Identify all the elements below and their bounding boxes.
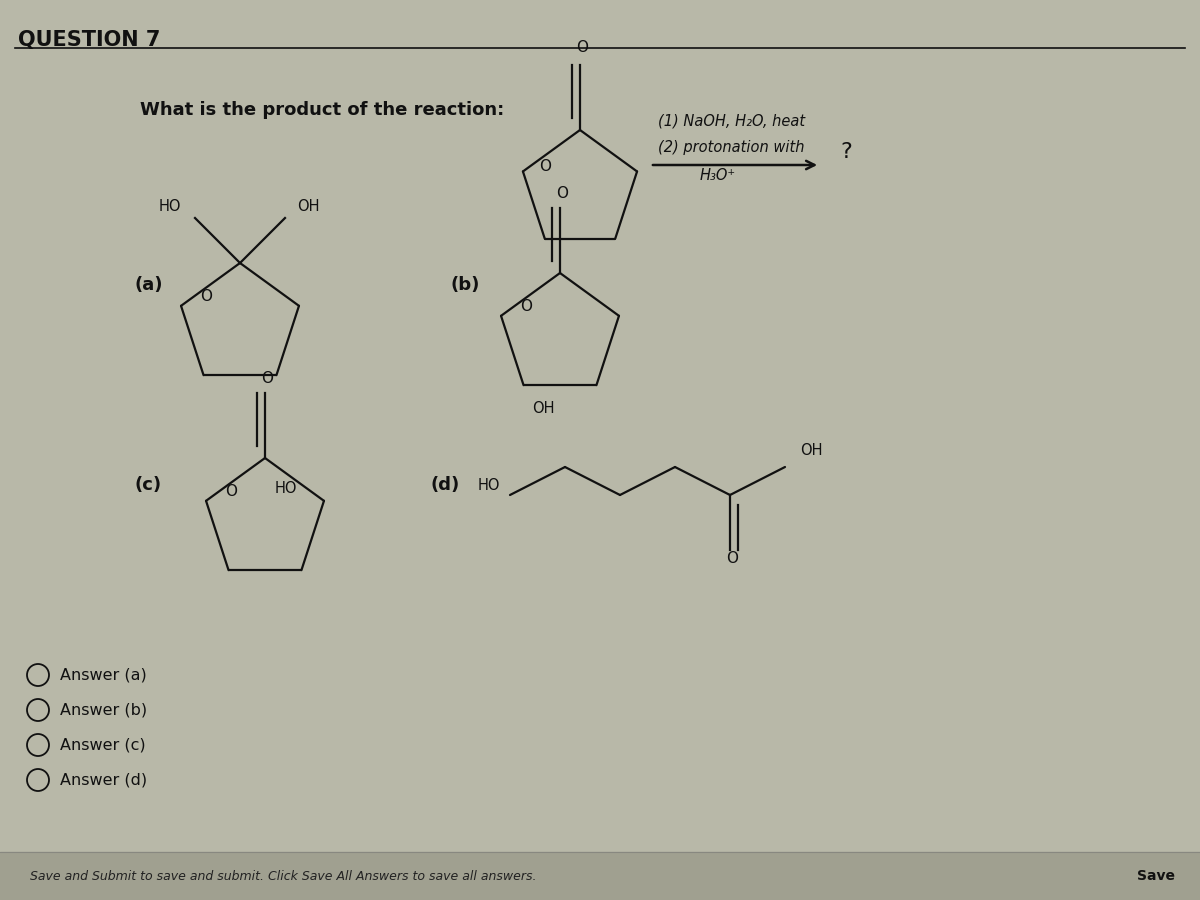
Text: HO: HO <box>275 481 298 496</box>
Text: O: O <box>539 159 551 174</box>
Text: (1) NaOH, H₂O, heat: (1) NaOH, H₂O, heat <box>658 113 805 128</box>
Text: Answer (b): Answer (b) <box>60 703 148 717</box>
Text: OH: OH <box>800 443 822 458</box>
Text: H₃O⁺: H₃O⁺ <box>700 168 736 183</box>
Text: QUESTION 7: QUESTION 7 <box>18 30 161 50</box>
Text: O: O <box>226 484 238 499</box>
Text: O: O <box>726 551 738 566</box>
Text: O: O <box>556 186 568 201</box>
Text: Answer (d): Answer (d) <box>60 772 148 788</box>
Text: HO: HO <box>478 478 500 493</box>
Text: O: O <box>520 299 532 314</box>
Text: Save and Submit to save and submit. Click Save All Answers to save all answers.: Save and Submit to save and submit. Clic… <box>30 869 536 883</box>
Text: OH: OH <box>296 199 319 214</box>
Text: ?: ? <box>840 142 852 162</box>
Text: Save: Save <box>1138 869 1175 883</box>
Text: O: O <box>576 40 588 55</box>
Text: OH: OH <box>533 401 554 416</box>
Text: O: O <box>262 371 274 386</box>
Bar <box>0 852 1200 900</box>
Text: What is the product of the reaction:: What is the product of the reaction: <box>140 101 504 119</box>
Text: (a): (a) <box>134 276 163 294</box>
Text: (c): (c) <box>134 476 162 494</box>
Text: (d): (d) <box>430 476 460 494</box>
Text: Answer (a): Answer (a) <box>60 668 146 682</box>
Text: (b): (b) <box>450 276 479 294</box>
Text: Answer (c): Answer (c) <box>60 737 145 752</box>
Text: (2) protonation with: (2) protonation with <box>658 140 804 155</box>
Text: O: O <box>200 289 212 304</box>
Text: HO: HO <box>158 199 181 214</box>
